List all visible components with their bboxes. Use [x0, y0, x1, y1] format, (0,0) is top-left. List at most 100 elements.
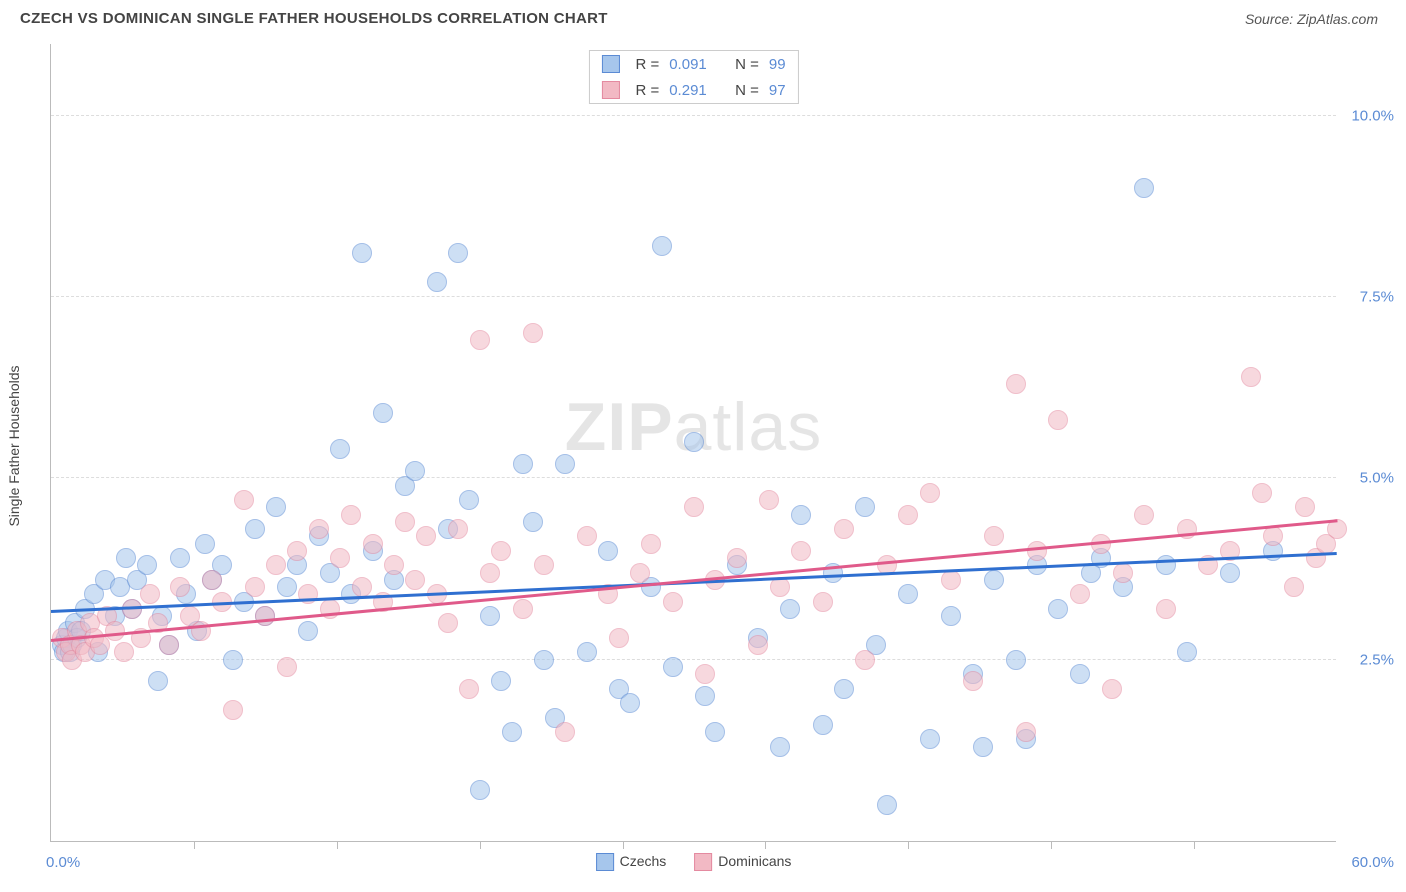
n-value: 99	[769, 56, 786, 73]
x-axis-min-label: 0.0%	[46, 854, 80, 871]
scatter-point	[116, 548, 136, 568]
scatter-point	[470, 330, 490, 350]
x-axis-max-label: 60.0%	[1351, 854, 1394, 871]
scatter-point	[577, 526, 597, 546]
scatter-point	[770, 577, 790, 597]
gridline	[51, 477, 1336, 478]
scatter-point	[695, 686, 715, 706]
scatter-point	[148, 671, 168, 691]
scatter-point	[1006, 650, 1026, 670]
scatter-point	[898, 584, 918, 604]
legend-item: Czechs	[596, 853, 667, 871]
scatter-point	[770, 737, 790, 757]
scatter-point	[1027, 541, 1047, 561]
scatter-point	[684, 432, 704, 452]
scatter-point	[1241, 367, 1261, 387]
scatter-point	[1070, 664, 1090, 684]
scatter-point	[330, 548, 350, 568]
legend-item: Dominicans	[694, 853, 791, 871]
scatter-point	[705, 722, 725, 742]
scatter-point	[1113, 563, 1133, 583]
scatter-point	[459, 679, 479, 699]
scatter-point	[1177, 642, 1197, 662]
scatter-point	[609, 628, 629, 648]
scatter-point	[1263, 526, 1283, 546]
scatter-point	[298, 584, 318, 604]
scatter-point	[748, 635, 768, 655]
scatter-point	[491, 541, 511, 561]
scatter-point	[234, 490, 254, 510]
trend-line	[51, 552, 1337, 613]
scatter-point	[1156, 599, 1176, 619]
scatter-point	[480, 563, 500, 583]
scatter-point	[491, 671, 511, 691]
scatter-point	[641, 534, 661, 554]
scatter-point	[137, 555, 157, 575]
scatter-point	[159, 635, 179, 655]
legend-swatch	[694, 853, 712, 871]
scatter-point	[170, 548, 190, 568]
scatter-point	[1284, 577, 1304, 597]
r-label: R =	[635, 56, 659, 73]
scatter-point	[534, 650, 554, 670]
legend-stat-row: R =0.091 N =99	[589, 51, 797, 77]
legend-stat-row: R = 0.291 N = 97	[589, 77, 797, 103]
scatter-point	[920, 483, 940, 503]
scatter-point	[405, 570, 425, 590]
scatter-point	[963, 671, 983, 691]
scatter-point	[245, 519, 265, 539]
scatter-point	[598, 541, 618, 561]
scatter-point	[438, 613, 458, 633]
bottom-legend: Czechs Dominicans	[596, 853, 792, 871]
scatter-point	[330, 439, 350, 459]
scatter-point	[534, 555, 554, 575]
scatter-point	[384, 555, 404, 575]
scatter-point	[630, 563, 650, 583]
scatter-point	[277, 577, 297, 597]
scatter-point	[1048, 410, 1068, 430]
top-legend: R = 0.091 N = 99 R = 0.291 N = 97	[588, 50, 798, 104]
scatter-point	[1016, 722, 1036, 742]
scatter-point	[1102, 679, 1122, 699]
scatter-point	[395, 512, 415, 532]
source-label: Source: ZipAtlas.com	[1245, 11, 1378, 27]
scatter-point	[1252, 483, 1272, 503]
n-value: 97	[769, 82, 786, 99]
scatter-point	[448, 243, 468, 263]
y-tick-label: 7.5%	[1360, 288, 1394, 305]
scatter-point	[427, 272, 447, 292]
scatter-point	[1006, 374, 1026, 394]
r-value: 0.291	[669, 82, 707, 99]
chart-title: CZECH VS DOMINICAN SINGLE FATHER HOUSEHO…	[20, 10, 608, 27]
scatter-point	[1220, 563, 1240, 583]
scatter-point	[813, 715, 833, 735]
header: CZECH VS DOMINICAN SINGLE FATHER HOUSEHO…	[0, 0, 1406, 33]
y-tick-label: 2.5%	[1360, 651, 1394, 668]
scatter-point	[90, 635, 110, 655]
scatter-point	[266, 497, 286, 517]
legend-label: Dominicans	[718, 853, 791, 869]
scatter-point	[266, 555, 286, 575]
r-label: R =	[635, 82, 659, 99]
x-tick	[1051, 841, 1052, 849]
scatter-point	[1070, 584, 1090, 604]
r-value: 0.091	[669, 56, 707, 73]
scatter-point	[555, 454, 575, 474]
scatter-point	[105, 621, 125, 641]
scatter-point	[502, 722, 522, 742]
scatter-point	[405, 461, 425, 481]
scatter-point	[1156, 555, 1176, 575]
x-tick	[765, 841, 766, 849]
y-tick-label: 5.0%	[1360, 470, 1394, 487]
n-label: N =	[735, 82, 759, 99]
watermark: ZIPatlas	[565, 388, 822, 466]
scatter-point	[373, 403, 393, 423]
scatter-point	[855, 497, 875, 517]
scatter-chart: ZIPatlas 0.0% 60.0% CzechsDominicans R =…	[50, 44, 1336, 842]
x-tick	[623, 841, 624, 849]
scatter-point	[1295, 497, 1315, 517]
scatter-point	[920, 729, 940, 749]
scatter-point	[684, 497, 704, 517]
scatter-point	[513, 599, 533, 619]
scatter-point	[255, 606, 275, 626]
